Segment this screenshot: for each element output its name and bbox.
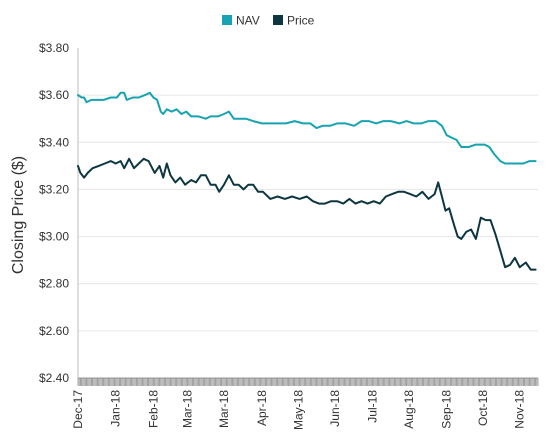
x-tick-label: Mar-18 xyxy=(217,390,231,428)
x-tick-label: Feb-18 xyxy=(146,390,160,428)
x-axis: Dec-17 Jan-18 Feb-18 Mar-18 Mar-18 Apr-18 May-… xyxy=(71,377,539,430)
x-tick-label: Jul-18 xyxy=(366,390,380,423)
horizontal-gridlines xyxy=(78,94,538,332)
x-tick-label: Nov-18 xyxy=(513,390,527,429)
x-tick-label: Jun-18 xyxy=(328,390,342,427)
x-tick-label: Mar-18 xyxy=(181,390,195,428)
y-tick-label: $3.60 xyxy=(39,88,69,102)
legend-label: NAV xyxy=(236,14,260,28)
x-tick-label: Jan-18 xyxy=(109,390,123,427)
x-tick-label: Aug-18 xyxy=(402,390,416,429)
x-tick-label: May-18 xyxy=(291,390,305,430)
y-axis-title: Closing Price ($) xyxy=(10,156,27,274)
y-tick-label: $3.80 xyxy=(39,41,69,55)
legend-swatch xyxy=(273,15,283,25)
x-axis-minor-ticks xyxy=(77,378,539,386)
x-tick-label: Oct-18 xyxy=(476,390,490,426)
x-tick-label: Dec-17 xyxy=(71,390,85,429)
y-axis-tick-labels: $3.80 $3.60 $3.40 $3.20 $3.00 $2.80 $2.60 $2.40 xyxy=(39,41,79,385)
series-line-price xyxy=(77,157,537,271)
y-tick-label: $3.40 xyxy=(39,135,69,149)
x-tick-label: Apr-18 xyxy=(255,390,269,426)
legend: NAV Price xyxy=(222,14,315,28)
legend-label: Price xyxy=(287,14,315,28)
y-tick-label: $3.20 xyxy=(39,182,69,196)
x-tick-label: Sep-18 xyxy=(440,390,454,429)
y-tick-label: $2.40 xyxy=(39,371,69,385)
y-tick-label: $3.00 xyxy=(39,230,69,244)
series-line-nav xyxy=(77,91,537,165)
y-tick-label: $2.60 xyxy=(39,324,69,338)
legend-swatch xyxy=(222,15,232,25)
y-tick-label: $2.80 xyxy=(39,277,69,291)
series-lines xyxy=(77,91,537,271)
